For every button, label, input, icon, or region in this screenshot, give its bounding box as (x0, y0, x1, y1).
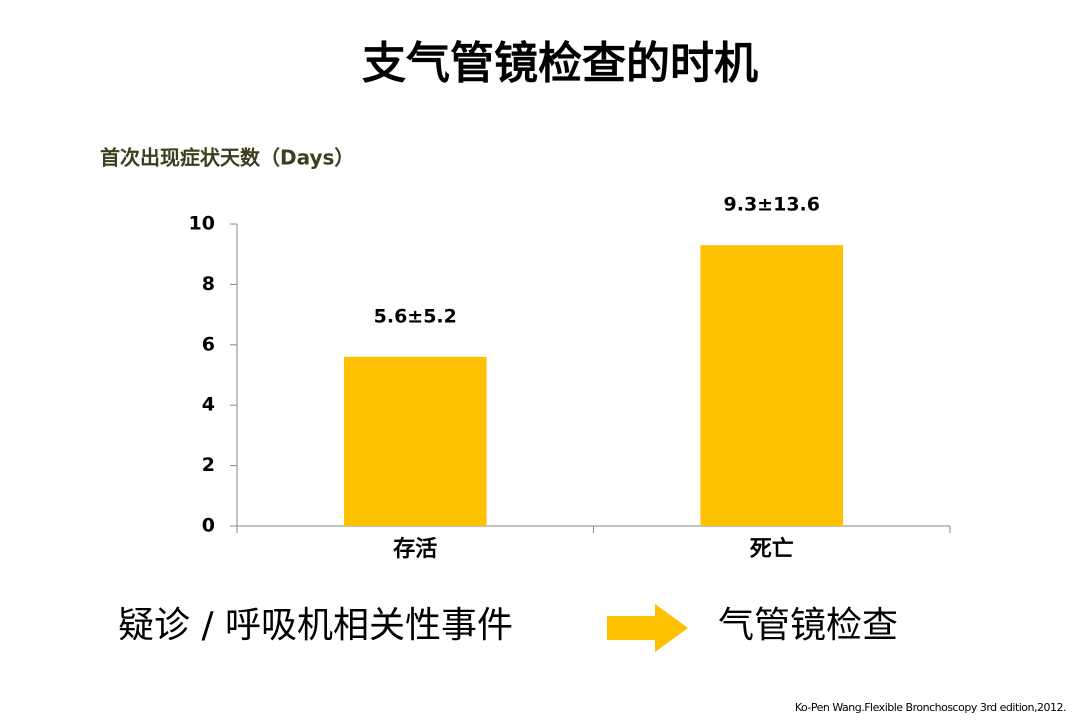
y-tick-label: 6 (202, 333, 215, 355)
bar (700, 245, 844, 526)
y-tick-label: 4 (202, 394, 215, 416)
chart-title: 支气管镜检查的时机 (362, 38, 758, 89)
bar (343, 356, 487, 526)
value-label: 5.6±5.2 (374, 305, 457, 327)
y-tick-label: 10 (189, 213, 215, 235)
footer-left: 疑诊 / 呼吸机相关性事件 (118, 605, 513, 646)
source: Ko-Pen Wang.Flexible Bronchoscopy 3rd ed… (795, 701, 1066, 714)
footer-right: 气管镜检查 (718, 605, 898, 646)
x-tick-label: 存活 (393, 536, 437, 562)
y-tick-label: 0 (202, 515, 215, 537)
y-tick-label: 8 (202, 273, 215, 295)
y-axis-label: 首次出现症状天数（Days） (100, 146, 354, 170)
value-label: 9.3±13.6 (724, 194, 820, 216)
arrow (607, 604, 688, 652)
y-tick-label: 2 (202, 454, 215, 476)
x-tick-label: 死亡 (750, 536, 794, 562)
